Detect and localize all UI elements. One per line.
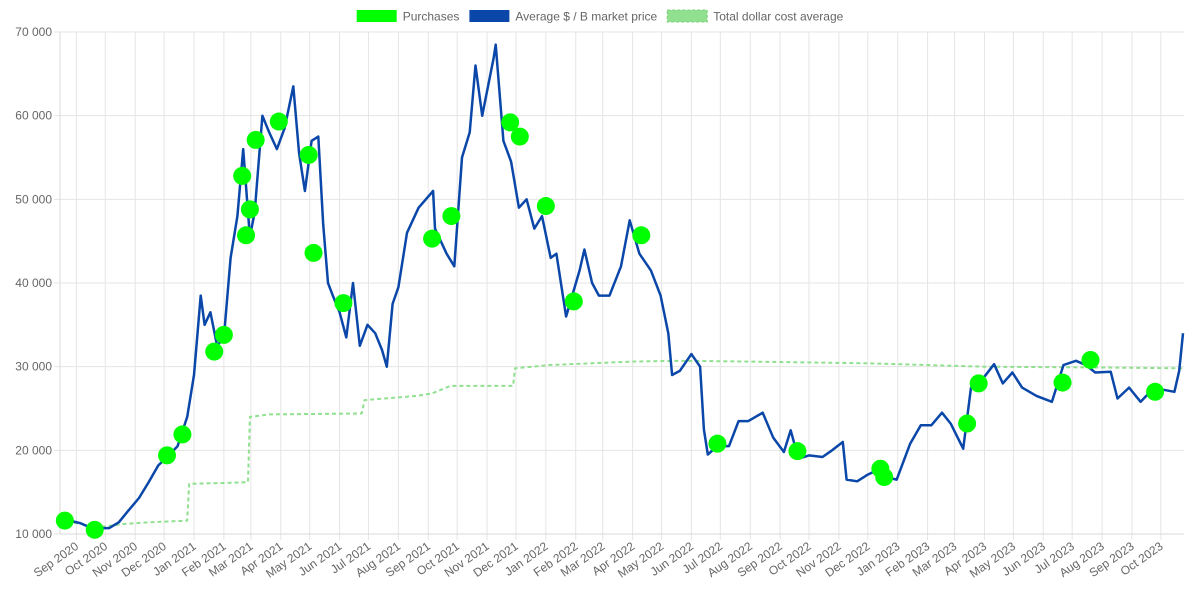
series-line-average-b-market-price [59, 43, 1185, 530]
purchase-point [536, 197, 555, 216]
legend-swatch [469, 10, 510, 22]
purchase-point [958, 414, 977, 433]
y-tick-label: 20 000 [15, 443, 52, 457]
purchase-point [55, 511, 74, 530]
purchase-point [205, 342, 224, 361]
purchase-point [214, 325, 233, 344]
purchase-point [240, 200, 259, 219]
legend-item-purchases[interactable]: Purchases [356, 10, 460, 24]
purchase-point [1081, 350, 1100, 369]
purchase-point [875, 468, 894, 487]
purchase-point [501, 113, 520, 132]
purchase-point [423, 229, 442, 248]
purchase-point [299, 145, 318, 164]
plot-area [55, 43, 1185, 539]
legend-item-average-b-market-price[interactable]: Average $ / B market price [469, 10, 658, 24]
legend-swatch [356, 10, 397, 22]
purchase-point [788, 442, 807, 461]
purchase-point [969, 374, 988, 393]
purchase-point [564, 292, 583, 311]
purchase-point [334, 294, 353, 313]
y-tick-label: 30 000 [15, 360, 52, 374]
legend-label: Total dollar cost average [713, 10, 843, 24]
legend-label: Average $ / B market price [515, 10, 657, 24]
purchase-point [173, 425, 192, 444]
purchase-point [246, 130, 265, 149]
purchase-point [269, 112, 288, 131]
y-tick-label: 40 000 [15, 276, 52, 290]
purchase-point [237, 226, 256, 245]
purchase-point [304, 243, 323, 262]
legend-item-total-dollar-cost-average[interactable]: Total dollar cost average [666, 9, 844, 24]
purchase-point [1053, 373, 1072, 392]
y-axis: 10 000 20 000 30 000 40 000 50 000 60 000 70 0… [15, 25, 52, 541]
grid [54, 31, 1184, 540]
y-tick-label: 70 000 [15, 25, 52, 39]
purchase-point [510, 127, 529, 146]
purchase-point [233, 166, 252, 185]
series-line-total-dollar-cost-average [59, 359, 1184, 528]
purchase-point [1146, 382, 1165, 401]
legend: Purchases Average $ / B market price Total… [356, 9, 844, 24]
purchase-point [708, 434, 727, 453]
purchase-point [442, 207, 461, 226]
purchase-point [85, 520, 104, 539]
purchase-point [158, 446, 177, 465]
purchase-point [632, 226, 651, 245]
legend-swatch [666, 9, 708, 23]
y-tick-label: 10 000 [15, 527, 52, 541]
y-tick-label: 60 000 [15, 109, 52, 123]
y-tick-label: 50 000 [15, 192, 52, 206]
legend-label: Purchases [403, 10, 460, 24]
